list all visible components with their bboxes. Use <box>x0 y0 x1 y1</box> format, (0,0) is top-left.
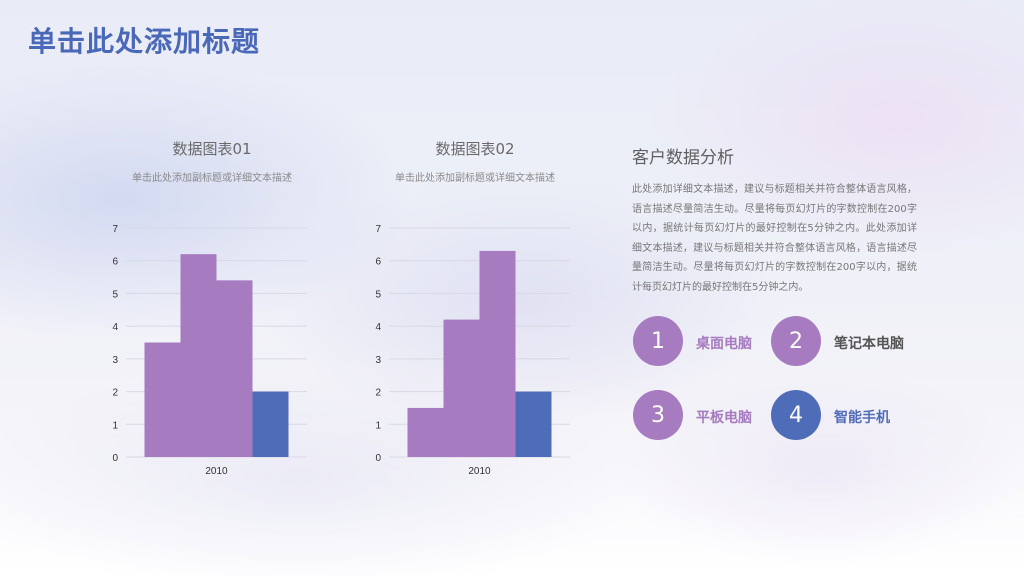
item-label-tablet: 平板电脑 <box>696 410 752 426</box>
number-badge-3: 3 <box>633 390 683 440</box>
item-label-desktop: 桌面电脑 <box>696 336 752 352</box>
y-tick-label: 2 <box>112 388 118 399</box>
analysis-title: 客户数据分析 <box>632 148 734 168</box>
y-tick-label: 5 <box>112 289 118 300</box>
chart-title: 数据图表02 <box>435 140 515 158</box>
chart-subtitle: 单击此处添加副标题或详细文本描述 <box>132 173 292 184</box>
y-tick-label: 0 <box>375 453 381 464</box>
number-badge-1: 1 <box>633 316 683 366</box>
y-tick-label: 4 <box>375 322 381 333</box>
y-tick-label: 6 <box>112 257 118 268</box>
analysis-description: 此处添加详细文本描述，建议与标题相关并符合整体语言风格，语言描述尽量简洁生动。尽… <box>632 184 917 293</box>
item-label-laptop: 笔记本电脑 <box>834 336 904 352</box>
chart-2: 数据图表02 单击此处添加副标题或详细文本描述 0 1 2 3 4 5 6 7 2010 <box>345 138 605 477</box>
y-tick-label: 6 <box>375 257 381 268</box>
chart-subtitle: 单击此处添加副标题或详细文本描述 <box>395 173 555 184</box>
y-tick-label: 3 <box>112 355 118 366</box>
bar <box>407 407 444 457</box>
item-label-smartphone: 智能手机 <box>834 410 890 426</box>
bar <box>252 391 289 457</box>
bar <box>216 280 253 457</box>
number-badge-4: 4 <box>771 390 821 440</box>
page-title: 单击此处添加标题 <box>28 25 261 58</box>
y-tick-label: 1 <box>112 420 118 431</box>
x-tick-label: 2010 <box>468 466 491 477</box>
bar <box>180 254 217 457</box>
y-tick-label: 7 <box>112 224 118 235</box>
bar <box>443 319 480 457</box>
y-tick-label: 0 <box>112 453 118 464</box>
bar-chart-2: 0 1 2 3 4 5 6 7 2010 <box>375 224 570 477</box>
y-tick-label: 4 <box>112 322 118 333</box>
bar-chart-1: 0 1 2 3 4 5 6 7 2010 <box>112 224 307 477</box>
y-tick-label: 7 <box>375 224 381 235</box>
bar <box>515 391 552 457</box>
x-tick-label: 2010 <box>205 466 228 477</box>
y-tick-label: 3 <box>375 355 381 366</box>
chart-title: 数据图表01 <box>172 140 252 158</box>
y-tick-label: 1 <box>375 420 381 431</box>
chart-1: 数据图表01 单击此处添加副标题或详细文本描述 0 1 2 3 4 5 6 7 2010 <box>82 138 342 477</box>
y-tick-label: 2 <box>375 388 381 399</box>
bar <box>144 342 181 457</box>
bar <box>479 250 516 457</box>
number-badge-2: 2 <box>771 316 821 366</box>
y-tick-label: 5 <box>375 289 381 300</box>
